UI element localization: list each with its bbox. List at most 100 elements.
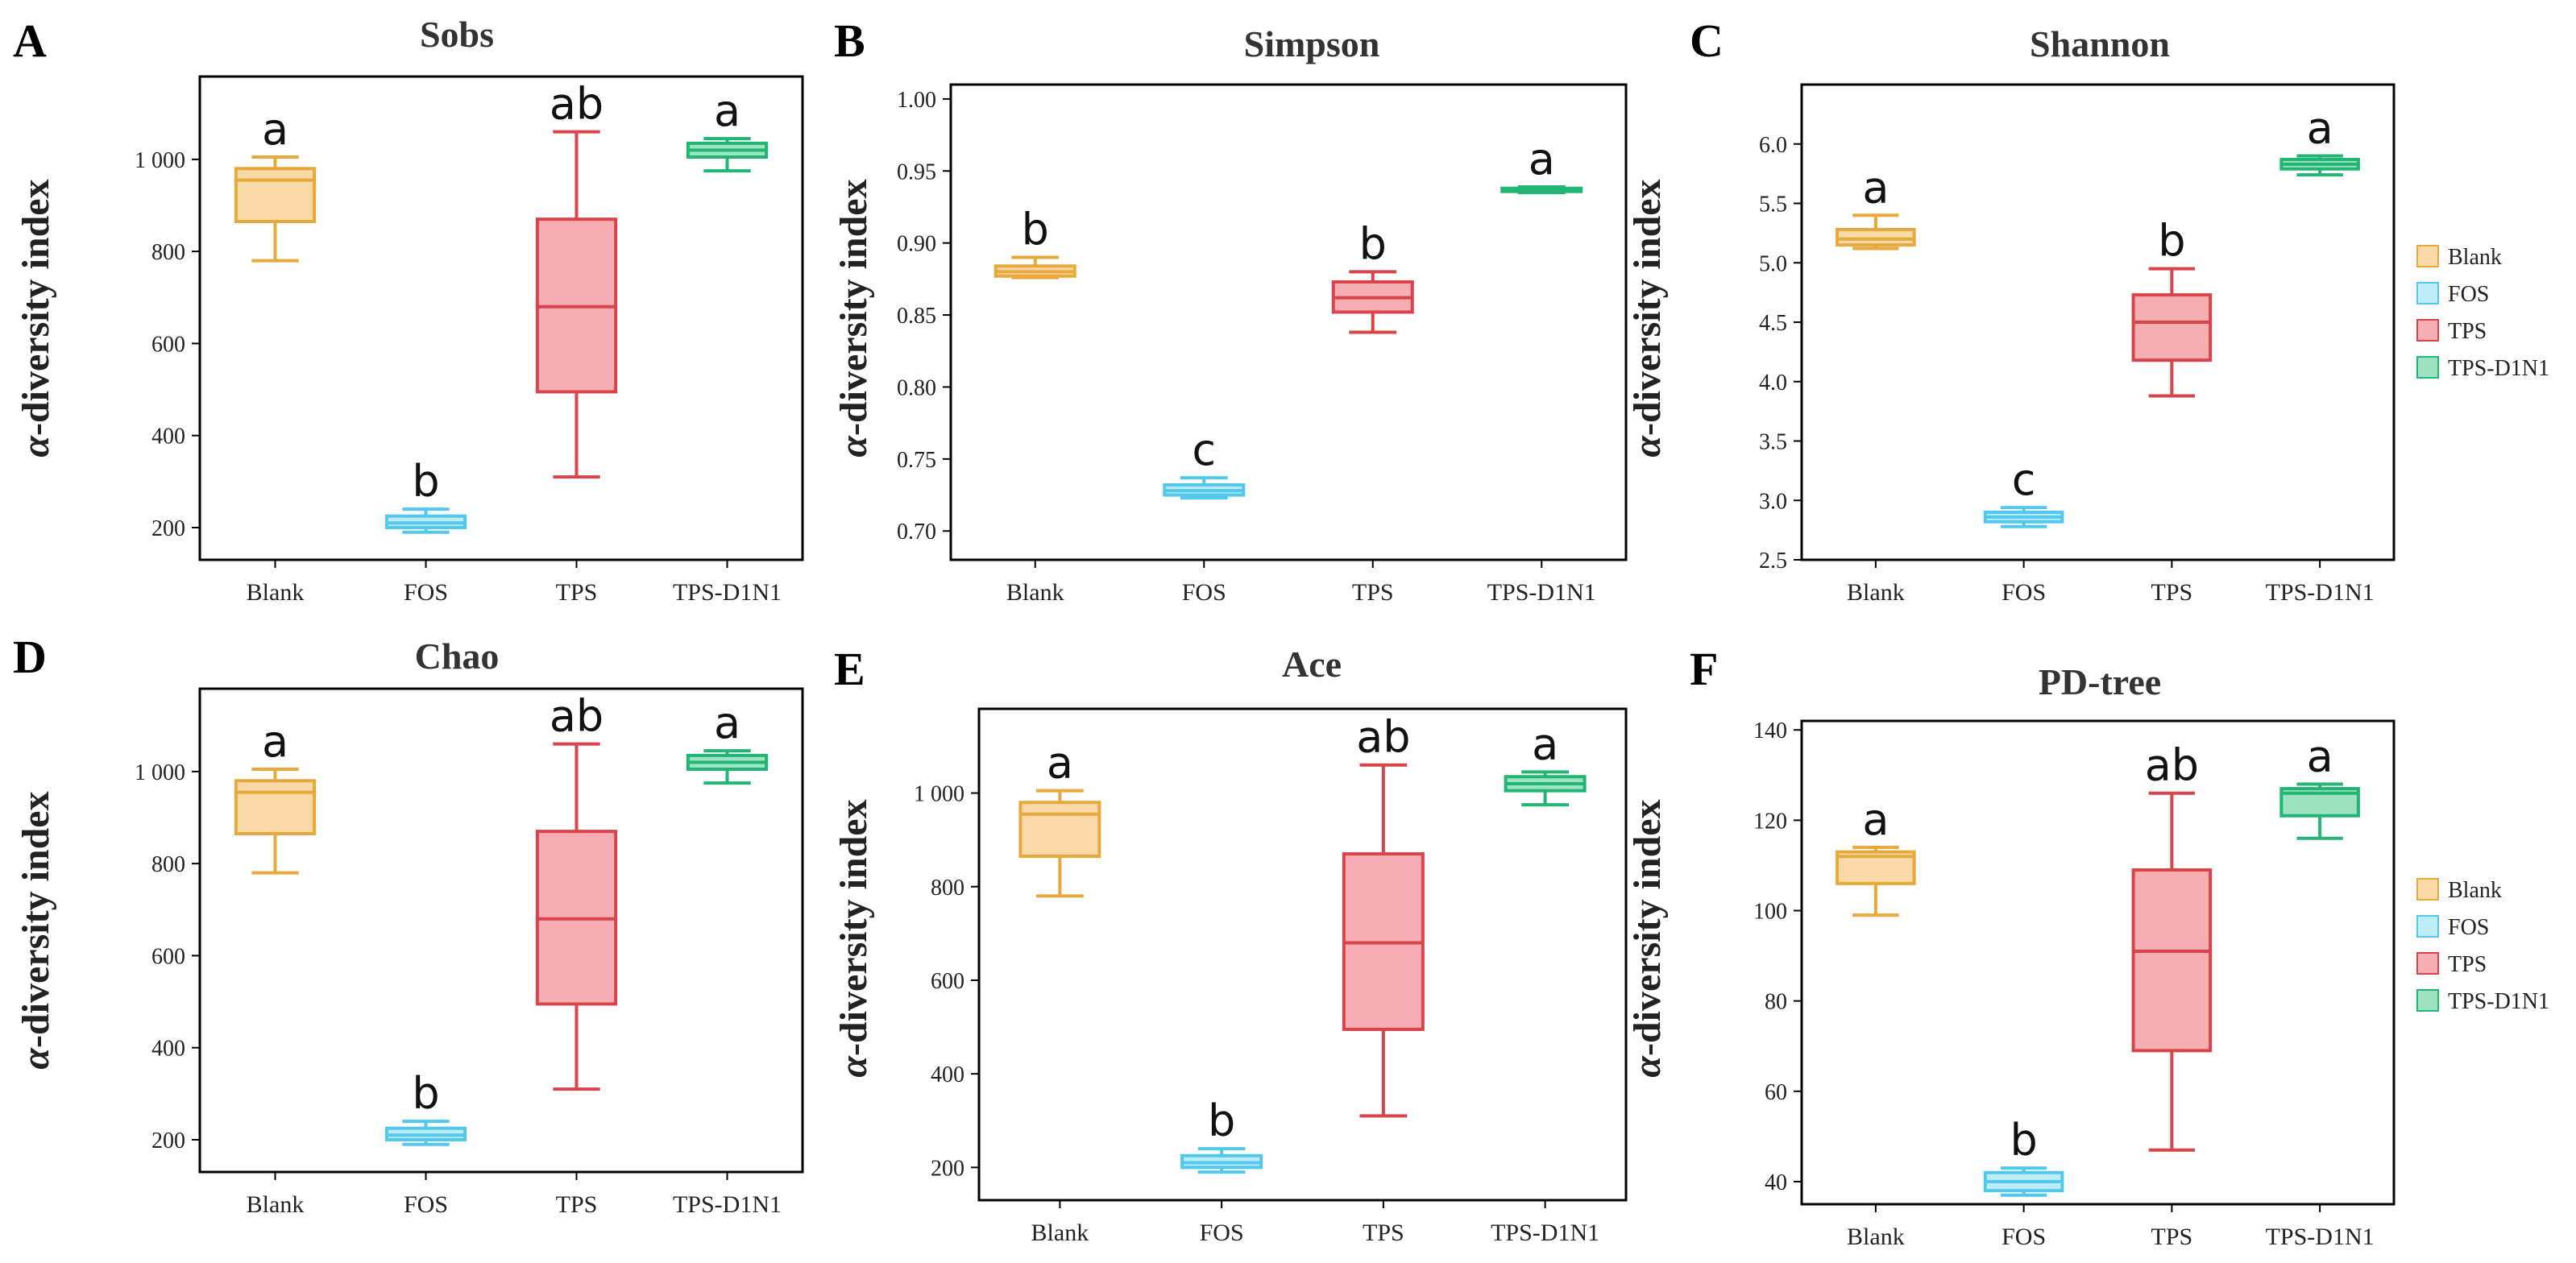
y-axis-label-text: -diversity index [15, 179, 57, 436]
box-tps-d1n1: a [1500, 134, 1583, 195]
y-tick-label: 200 [931, 1156, 964, 1181]
box-tps: ab [1342, 712, 1425, 1118]
box-fos: b [384, 456, 467, 534]
y-tick-label: 600 [931, 969, 964, 994]
box-blank: a [234, 104, 317, 263]
significance-letter: a [262, 716, 288, 767]
y-tick-label: 100 [1753, 900, 1787, 925]
y-tick-label: 0.95 [897, 159, 936, 184]
y-tick-label: 0.85 [897, 304, 936, 329]
significance-letter: b [1208, 1095, 1235, 1146]
box-blank: a [1836, 162, 1916, 251]
y-tick-label: 3.0 [1759, 489, 1787, 514]
y-axis-label-text: -diversity index [832, 179, 875, 436]
panel-b: B Simpson α-diversity index 0.70 0.75 0.80 0.8… [832, 14, 1628, 606]
y-axis-label-text: -diversity index [15, 791, 57, 1048]
box-fos: b [384, 1068, 467, 1146]
y-tick-label: 1.00 [897, 88, 936, 113]
y-tick-label: 400 [931, 1062, 964, 1087]
panel-d: D Chao α-diversity index 200 400 600 800 1 000 B… [13, 631, 804, 1218]
x-tick-label: Blank [1847, 1224, 1905, 1250]
legend-swatch [2416, 878, 2439, 901]
box-tps-d1n1: a [686, 85, 769, 173]
box-blank: a [1018, 738, 1101, 898]
x-tick-label: FOS [1182, 579, 1226, 606]
y-tick-label: 0.90 [897, 232, 936, 257]
significance-letter: b [1022, 205, 1049, 255]
legend-swatch [2416, 356, 2439, 379]
box-tps-d1n1: a [2279, 103, 2360, 177]
panel-title: Sobs [420, 14, 494, 55]
legend-top: Blank FOS TPS TPS-D1N1 [2416, 245, 2549, 381]
box-tps: b [2131, 216, 2213, 398]
plot-frame [198, 75, 804, 561]
y-tick-label: 0.75 [897, 448, 936, 473]
x-tick-label: TPS [2151, 1224, 2193, 1250]
significance-letter: ab [2145, 740, 2199, 791]
y-tick-label: 600 [151, 332, 185, 357]
legend-swatch [2416, 952, 2439, 975]
panel-title: Shannon [2030, 23, 2170, 64]
significance-letter: a [1862, 162, 1889, 213]
y-tick-label: 80 [1765, 990, 1787, 1015]
box-iqr [1836, 227, 1916, 247]
panel-letter: D [13, 631, 47, 683]
y-tick-label: 5.0 [1759, 251, 1787, 276]
x-tick-label: Blank [1006, 579, 1064, 606]
plot-frame [949, 83, 1628, 561]
x-tick-label: TPS-D1N1 [1491, 1220, 1599, 1246]
panel-letter: A [13, 14, 47, 67]
legend-label: TPS [2448, 319, 2487, 344]
x-tick-label: Blank [247, 579, 305, 606]
y-tick-label: 400 [151, 424, 185, 449]
legend-swatch [2416, 245, 2439, 267]
y-tick-label: 5.5 [1759, 193, 1787, 217]
significance-letter: b [2158, 216, 2185, 267]
y-axis-label-alpha: α [832, 435, 875, 458]
y-tick-label: 60 [1765, 1080, 1787, 1105]
plot-frame [977, 707, 1628, 1202]
x-tick-label: FOS [1200, 1220, 1244, 1246]
x-tick-label: Blank [247, 1191, 305, 1218]
significance-letter: a [1529, 134, 1555, 184]
x-tick-label: TPS [1352, 579, 1394, 606]
plot-frame [1800, 719, 2396, 1206]
significance-letter: ab [550, 691, 604, 742]
legend-swatch [2416, 319, 2439, 342]
box-fos: c [1983, 454, 2064, 528]
significance-letter: a [714, 698, 740, 748]
x-tick-label: Blank [1031, 1220, 1089, 1246]
x-tick-label: TPS-D1N1 [1487, 579, 1596, 606]
y-axis-label: α-diversity index [832, 799, 875, 1077]
significance-letter: a [1532, 718, 1558, 769]
y-tick-label: 800 [931, 876, 964, 901]
box-iqr [234, 779, 317, 835]
box-iqr [2131, 293, 2213, 362]
y-tick-label: 800 [151, 852, 185, 877]
y-axis-label-alpha: α [832, 1055, 875, 1078]
y-tick-label: 1 000 [914, 782, 964, 807]
x-tick-label: TPS [556, 579, 598, 606]
y-axis-label-alpha: α [15, 1047, 57, 1070]
significance-letter: c [2012, 454, 2036, 505]
y-axis-label-alpha: α [1626, 435, 1669, 458]
y-axis-label: α-diversity index [15, 179, 57, 457]
x-tick-label: TPS [2151, 579, 2193, 606]
panel-f: F PD-tree α-diversity index 40 60 80 100 120 140… [1626, 643, 2396, 1250]
significance-letter: b [412, 456, 439, 507]
legend-swatch [2416, 282, 2439, 304]
y-tick-label: 800 [151, 240, 185, 265]
x-tick-label: TPS-D1N1 [2266, 1224, 2375, 1250]
y-axis-label-text: -diversity index [832, 799, 875, 1056]
x-tick-label: FOS [404, 579, 448, 606]
y-tick-label: 0.80 [897, 375, 936, 400]
panel-title: Chao [415, 636, 500, 677]
panel-a: A Sobs α-diversity index 200 400 600 800 1 000 B… [13, 14, 804, 606]
y-axis-label: α-diversity index [1626, 179, 1669, 457]
x-tick-label: TPS [556, 1191, 598, 1218]
x-tick-label: FOS [404, 1191, 448, 1218]
y-axis-label-alpha: α [15, 435, 57, 458]
panel-letter: C [1690, 14, 1724, 67]
significance-letter: a [1047, 738, 1073, 789]
y-tick-label: 400 [151, 1037, 185, 1062]
